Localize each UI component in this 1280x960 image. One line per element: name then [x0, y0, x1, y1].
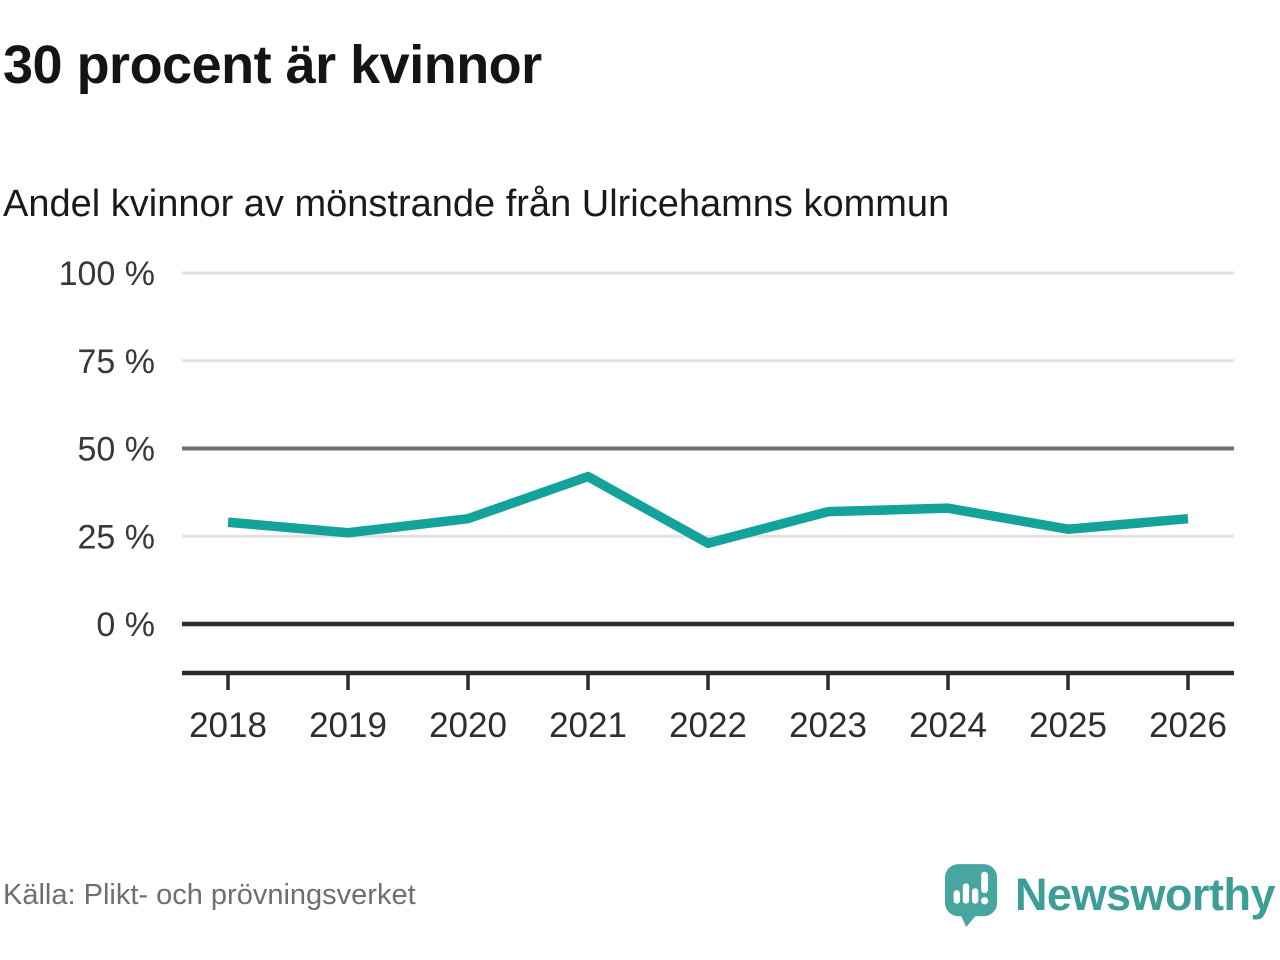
x-tick-label: 2026	[1149, 706, 1227, 745]
x-tick-label: 2025	[1029, 706, 1107, 745]
x-tick-label: 2022	[669, 706, 747, 745]
newsworthy-bubble-icon	[944, 864, 998, 927]
chart-title: 30 procent är kvinnor	[3, 35, 542, 95]
x-tick-label: 2024	[909, 706, 987, 745]
x-tick-label: 2021	[549, 706, 627, 745]
x-tick-label: 2023	[789, 706, 867, 745]
y-tick-label: 100 %	[59, 255, 155, 293]
x-tick-label: 2020	[429, 706, 507, 745]
brand-wordmark: Newsworthy	[1014, 869, 1276, 920]
chart-subtitle: Andel kvinnor av mönstrande från Ulriceh…	[3, 183, 950, 225]
chart-footer: Källa: Plikt- och prövningsverket Newswo…	[3, 853, 1276, 937]
newsworthy-logo: Newsworthy	[943, 862, 1276, 928]
y-tick-label: 75 %	[78, 343, 156, 381]
y-tick-label: 0 %	[96, 606, 155, 644]
y-tick-label: 50 %	[78, 431, 156, 469]
x-tick-label: 2018	[189, 706, 267, 745]
source-note: Källa: Plikt- och prövningsverket	[3, 878, 416, 911]
line-chart: 100 % 75 % 50 % 25 % 0 % 2018 2019 2020 2021 2022…	[0, 250, 1280, 760]
x-tick-label: 2019	[309, 706, 387, 745]
y-tick-label: 25 %	[78, 518, 156, 556]
data-line-series	[227, 471, 1189, 549]
line-chart-svg: 100 % 75 % 50 % 25 % 0 % 2018 2019 2020 2021 2022…	[59, 255, 1234, 745]
